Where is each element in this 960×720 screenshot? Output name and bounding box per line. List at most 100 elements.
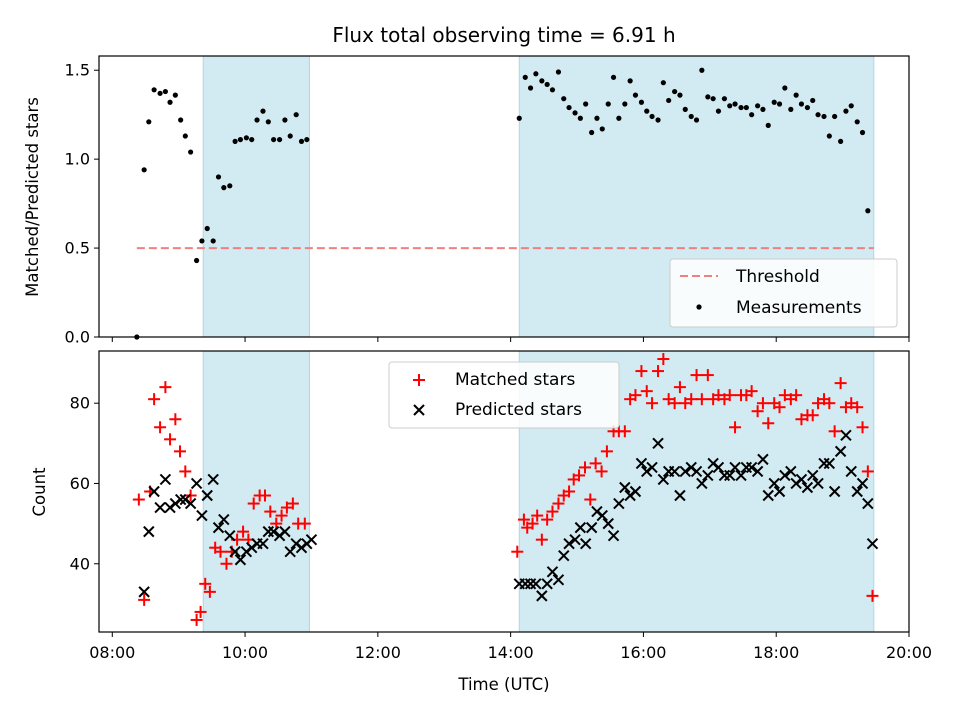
predicted-star-point bbox=[143, 525, 155, 538]
measurement-point bbox=[760, 106, 766, 112]
matched-star-point bbox=[563, 485, 576, 498]
measurement-point bbox=[304, 136, 310, 143]
measurement-point bbox=[743, 104, 749, 111]
measurement-point bbox=[832, 113, 838, 120]
top-y-ticks: 0.0 0.5 1.0 1.5 bbox=[65, 61, 99, 347]
matched-star-point bbox=[861, 465, 874, 478]
x-tick-label: 20:00 bbox=[886, 643, 932, 662]
predicted-star-point bbox=[668, 465, 681, 478]
matched-star-point bbox=[756, 397, 769, 410]
matched-star-point bbox=[138, 593, 151, 606]
measurement-point bbox=[638, 99, 645, 105]
bottom-legend: Matched stars Predicted stars bbox=[388, 361, 620, 429]
predicted-star-point bbox=[224, 529, 236, 542]
predicted-star-point bbox=[840, 429, 852, 442]
matched-star-point bbox=[258, 489, 271, 502]
measurement-point bbox=[157, 90, 163, 96]
predicted-star-point bbox=[154, 501, 166, 514]
measurement-point bbox=[293, 112, 299, 118]
measurement-point bbox=[672, 88, 678, 95]
measurement-point bbox=[527, 85, 534, 91]
matched-star-point bbox=[552, 497, 565, 510]
predicted-star-point bbox=[234, 554, 247, 566]
measurement-point bbox=[682, 106, 688, 112]
measurement-point bbox=[627, 78, 633, 84]
predicted-star-point bbox=[558, 550, 570, 562]
bottom-predicted-points bbox=[138, 429, 879, 602]
matched-star-point bbox=[595, 465, 608, 478]
y-tick-label: 0.0 bbox=[65, 328, 90, 347]
measurement-point bbox=[167, 99, 173, 105]
measurement-point bbox=[821, 113, 827, 120]
predicted-star-point bbox=[218, 513, 230, 526]
matched-star-point bbox=[159, 381, 172, 394]
measurement-point bbox=[594, 115, 600, 121]
measurement-point bbox=[599, 126, 605, 132]
matched-star-point bbox=[652, 365, 665, 378]
measurement-point bbox=[178, 117, 184, 123]
predicted-star-point bbox=[828, 485, 841, 498]
predicted-star-point bbox=[138, 586, 150, 598]
measurement-point bbox=[655, 117, 661, 123]
shaded-region bbox=[202, 350, 310, 633]
predicted-star-point bbox=[735, 469, 747, 482]
predicted-star-point bbox=[757, 453, 769, 466]
matched-star-point bbox=[573, 469, 586, 482]
predicted-star-point bbox=[267, 525, 280, 538]
top-y-axis-label: Matched/Predicted stars bbox=[23, 97, 42, 297]
predicted-star-point bbox=[866, 537, 879, 550]
measurement-point bbox=[260, 108, 266, 114]
measurement-point bbox=[533, 71, 539, 77]
matched-star-point bbox=[517, 513, 530, 526]
measurement-point bbox=[265, 119, 271, 125]
measurement-point bbox=[243, 135, 249, 141]
matched-star-point bbox=[579, 461, 591, 474]
bottom-plot-frame bbox=[98, 350, 910, 633]
bottom-matched-points bbox=[132, 353, 879, 626]
predicted-star-point bbox=[196, 509, 208, 522]
predicted-star-point bbox=[563, 537, 575, 550]
measurement-point bbox=[215, 174, 222, 180]
predicted-star-point bbox=[812, 477, 824, 490]
matched-star-point bbox=[646, 397, 659, 410]
measurement-point bbox=[810, 97, 816, 104]
matched-star-point bbox=[600, 445, 613, 458]
matched-star-point bbox=[685, 393, 698, 406]
predicted-star-point bbox=[159, 473, 172, 486]
legend-threshold-label: Threshold bbox=[735, 267, 820, 287]
matched-star-point bbox=[541, 513, 554, 526]
measurement-point bbox=[221, 185, 227, 191]
measurement-point bbox=[516, 115, 522, 121]
matched-star-point bbox=[190, 613, 203, 626]
predicted-star-point bbox=[801, 481, 814, 494]
measurement-point bbox=[848, 103, 854, 109]
predicted-star-point bbox=[823, 457, 836, 470]
matched-star-point bbox=[690, 369, 703, 382]
matched-star-point bbox=[164, 433, 177, 446]
y-tick-label: 80 bbox=[70, 394, 90, 413]
matched-star-point bbox=[823, 397, 836, 410]
bottom-x-ticks: 08:00 10:00 12:00 14:00 16:00 18:00 20:00 bbox=[89, 632, 932, 662]
predicted-star-point bbox=[607, 529, 620, 542]
measurement-point bbox=[549, 87, 556, 93]
matched-star-point bbox=[154, 421, 167, 434]
matched-star-point bbox=[695, 393, 708, 406]
predicted-star-point bbox=[862, 497, 874, 510]
matched-star-point bbox=[618, 425, 631, 438]
x-tick-label: 08:00 bbox=[89, 643, 135, 662]
measurement-point bbox=[193, 257, 200, 264]
predicted-star-point bbox=[745, 461, 758, 474]
matched-star-point bbox=[701, 369, 714, 382]
bottom-y-ticks: 40 60 80 bbox=[70, 394, 99, 573]
measurement-point bbox=[755, 103, 761, 109]
predicted-star-point bbox=[305, 533, 318, 546]
predicted-star-point bbox=[696, 477, 708, 490]
measurement-point bbox=[749, 112, 755, 118]
measurement-point bbox=[605, 101, 611, 107]
measurement-point bbox=[854, 119, 860, 125]
measurement-point bbox=[838, 138, 844, 144]
predicted-star-point bbox=[585, 521, 598, 534]
predicted-star-point bbox=[751, 465, 764, 478]
matched-star-point bbox=[247, 497, 260, 510]
measurement-point bbox=[610, 74, 617, 80]
